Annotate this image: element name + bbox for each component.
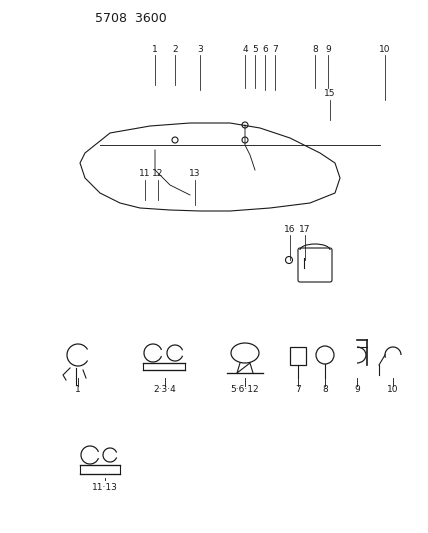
- Text: 12: 12: [152, 169, 163, 179]
- Text: 2·3·4: 2·3·4: [154, 385, 176, 394]
- Text: 5708  3600: 5708 3600: [95, 12, 167, 25]
- Text: 7: 7: [295, 385, 301, 394]
- Text: 1: 1: [75, 385, 81, 394]
- Text: 3: 3: [197, 44, 203, 53]
- Text: 8: 8: [322, 385, 328, 394]
- Text: 7: 7: [272, 44, 278, 53]
- Text: 13: 13: [189, 169, 201, 179]
- Text: 2: 2: [172, 44, 178, 53]
- Text: 10: 10: [387, 385, 399, 394]
- Bar: [290, 347, 306, 365]
- Text: 4: 4: [242, 44, 248, 53]
- Text: 1: 1: [152, 44, 158, 53]
- Text: 10: 10: [379, 44, 391, 53]
- Text: 15: 15: [324, 90, 336, 99]
- Text: 9: 9: [325, 44, 331, 53]
- Text: 9: 9: [354, 385, 360, 394]
- Text: 6: 6: [262, 44, 268, 53]
- Text: 8: 8: [312, 44, 318, 53]
- Text: 11·13: 11·13: [92, 483, 118, 492]
- Text: 17: 17: [299, 224, 311, 233]
- Text: 5: 5: [252, 44, 258, 53]
- Text: 16: 16: [284, 224, 296, 233]
- Text: 5·6·12: 5·6·12: [231, 385, 259, 394]
- Text: 11: 11: [139, 169, 151, 179]
